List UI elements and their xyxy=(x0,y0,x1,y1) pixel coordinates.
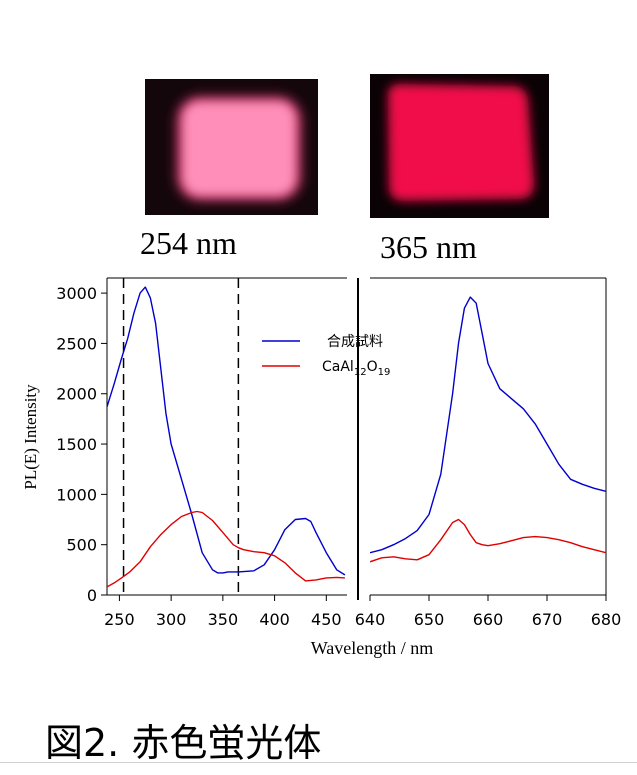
x-tick-label: 650 xyxy=(414,610,445,629)
x-tick-label: 640 xyxy=(355,610,386,629)
x-axis-label: Wavelength / nm xyxy=(311,638,434,658)
y-tick-label: 3000 xyxy=(56,284,97,303)
series-line-right-caal12o19 xyxy=(370,518,606,563)
photo-254nm xyxy=(145,79,318,215)
series-line-left-synthetic xyxy=(107,286,346,576)
y-tick-label: 2500 xyxy=(56,334,97,353)
legend-label-synthetic: 合成試料 xyxy=(327,334,383,350)
x-tick-label: 450 xyxy=(311,610,342,629)
y-tick-label: 500 xyxy=(66,536,97,555)
y-tick-label: 1000 xyxy=(56,485,97,504)
x-tick-label: 680 xyxy=(591,610,622,629)
x-tick-label: 250 xyxy=(104,610,135,629)
y-axis-label: PL(E) Intensity xyxy=(21,384,40,490)
photo-365nm-glow xyxy=(388,84,535,201)
x-tick-label: 350 xyxy=(208,610,239,629)
y-tick-label: 0 xyxy=(87,586,97,605)
x-tick-label: 400 xyxy=(259,610,290,629)
x-tick-label: 670 xyxy=(532,610,563,629)
bottom-divider xyxy=(0,762,637,763)
photo-254nm-glow xyxy=(182,101,296,196)
figure-caption: 図2. 赤色蛍光体 xyxy=(45,721,322,765)
left-panel: 0 500 1000 1500 2000 2500 3000 250 300 350 400 450 xyxy=(56,277,359,629)
x-tick-label: 660 xyxy=(473,610,504,629)
photo-254nm-label: 254 nm xyxy=(140,225,237,261)
photo-365nm-label: 365 nm xyxy=(380,229,477,265)
y-tick-label: 1500 xyxy=(56,435,97,454)
x-tick-label: 300 xyxy=(156,610,187,629)
photo-365nm xyxy=(370,74,549,218)
series-line-right-synthetic xyxy=(370,296,606,554)
right-panel: 640 650 660 670 680 xyxy=(355,277,622,629)
y-tick-label: 2000 xyxy=(56,385,97,404)
legend: 合成試料 CaAl12O19 xyxy=(262,334,390,378)
legend-label-caal12o19: CaAl12O19 xyxy=(322,359,390,378)
series-line-left-caal12o19 xyxy=(107,510,345,588)
